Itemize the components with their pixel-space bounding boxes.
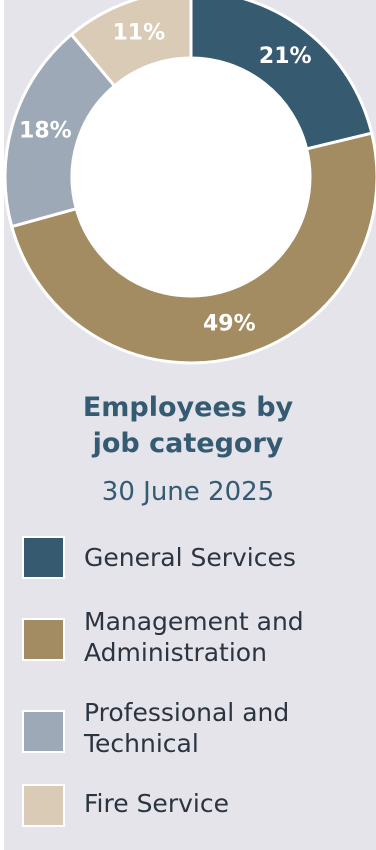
chart-title: Employees by job category: [0, 390, 376, 462]
donut-chart: 21% 49% 18% 11%: [3, 0, 376, 365]
legend-swatch-fire-service: [22, 784, 65, 827]
donut-label-management-administration: 49%: [203, 312, 256, 337]
donut-label-professional-technical: 18%: [19, 119, 72, 144]
legend-label-fire-service: Fire Service: [84, 789, 229, 818]
donut-label-fire-service: 11%: [113, 21, 166, 46]
legend-swatch-management-administration: [22, 618, 65, 661]
chart-title-line-2: job category: [92, 428, 284, 459]
legend-swatch-professional-technical: [22, 710, 65, 753]
legend-swatch-general-services: [22, 536, 65, 579]
legend-label-management-administration: Management and Administration: [84, 607, 304, 667]
donut-label-general-services: 21%: [259, 44, 312, 69]
legend-label-general-services: General Services: [84, 543, 296, 572]
legend-label-professional-technical: Professional and Technical: [84, 698, 290, 758]
donut-hole: [72, 58, 310, 296]
chart-title-line-1: Employees by: [82, 392, 294, 423]
chart-subtitle: 30 June 2025: [101, 477, 275, 507]
